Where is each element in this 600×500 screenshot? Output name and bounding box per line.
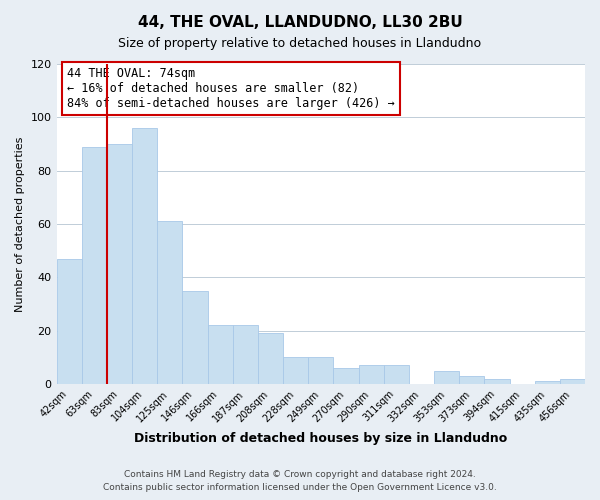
Y-axis label: Number of detached properties: Number of detached properties xyxy=(15,136,25,312)
Bar xyxy=(459,376,484,384)
Bar xyxy=(182,290,208,384)
X-axis label: Distribution of detached houses by size in Llandudno: Distribution of detached houses by size … xyxy=(134,432,508,445)
Bar xyxy=(359,365,383,384)
Bar xyxy=(535,381,560,384)
Bar xyxy=(208,325,233,384)
Bar xyxy=(107,144,132,384)
Text: 44, THE OVAL, LLANDUDNO, LL30 2BU: 44, THE OVAL, LLANDUDNO, LL30 2BU xyxy=(137,15,463,30)
Bar xyxy=(560,378,585,384)
Bar xyxy=(157,222,182,384)
Bar xyxy=(434,370,459,384)
Bar xyxy=(484,378,509,384)
Bar xyxy=(233,325,258,384)
Bar xyxy=(82,146,107,384)
Bar xyxy=(56,258,82,384)
Bar xyxy=(308,357,334,384)
Text: Contains HM Land Registry data © Crown copyright and database right 2024.
Contai: Contains HM Land Registry data © Crown c… xyxy=(103,470,497,492)
Bar xyxy=(383,365,409,384)
Bar xyxy=(283,357,308,384)
Bar xyxy=(132,128,157,384)
Bar xyxy=(334,368,359,384)
Text: 44 THE OVAL: 74sqm
← 16% of detached houses are smaller (82)
84% of semi-detache: 44 THE OVAL: 74sqm ← 16% of detached hou… xyxy=(67,67,395,110)
Text: Size of property relative to detached houses in Llandudno: Size of property relative to detached ho… xyxy=(118,38,482,51)
Bar xyxy=(258,333,283,384)
